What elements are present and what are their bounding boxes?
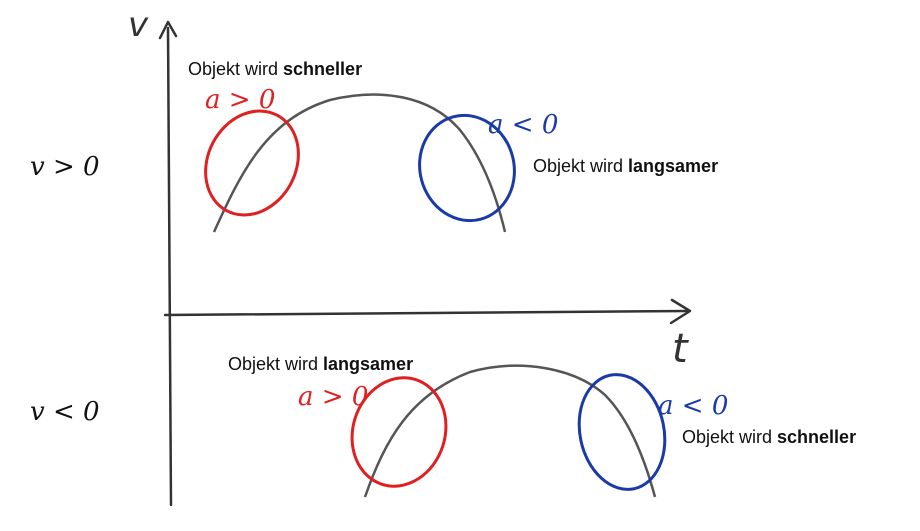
lower-right-accel: a < 0 (658, 391, 728, 421)
upper-sign-label: v > 0 (30, 152, 100, 182)
upper-right-accel: a < 0 (488, 110, 558, 140)
lower-left-note: Objekt wird langsamer (228, 354, 413, 374)
axes (158, 20, 692, 507)
x-axis-label: t (672, 326, 689, 372)
x-axis (163, 309, 690, 317)
upper-right-note: Objekt wird langsamer (533, 156, 718, 176)
upper-right-ellipse (418, 113, 516, 223)
x-axis-arrowhead (669, 298, 692, 325)
upper-curve (212, 93, 507, 233)
y-axis (166, 26, 173, 507)
lower-right-note: Objekt wird schneller (682, 427, 856, 447)
lower-sign-label: v < 0 (30, 397, 100, 427)
y-axis-arrowhead (158, 20, 178, 40)
upper-left-ellipse (204, 109, 300, 217)
lower-left-accel: a > 0 (298, 382, 368, 412)
upper-region: v > 0 Objekt wird schneller a > 0 a < 0 … (30, 59, 718, 233)
lower-curve (363, 364, 657, 498)
lower-region: v < 0 Objekt wird langsamer a > 0 a < 0 … (30, 354, 856, 498)
upper-left-accel: a > 0 (205, 85, 275, 115)
lower-left-ellipse (350, 376, 448, 488)
lower-right-ellipse (577, 373, 667, 491)
upper-left-note: Objekt wird schneller (188, 59, 362, 79)
y-axis-label: v (128, 5, 149, 45)
